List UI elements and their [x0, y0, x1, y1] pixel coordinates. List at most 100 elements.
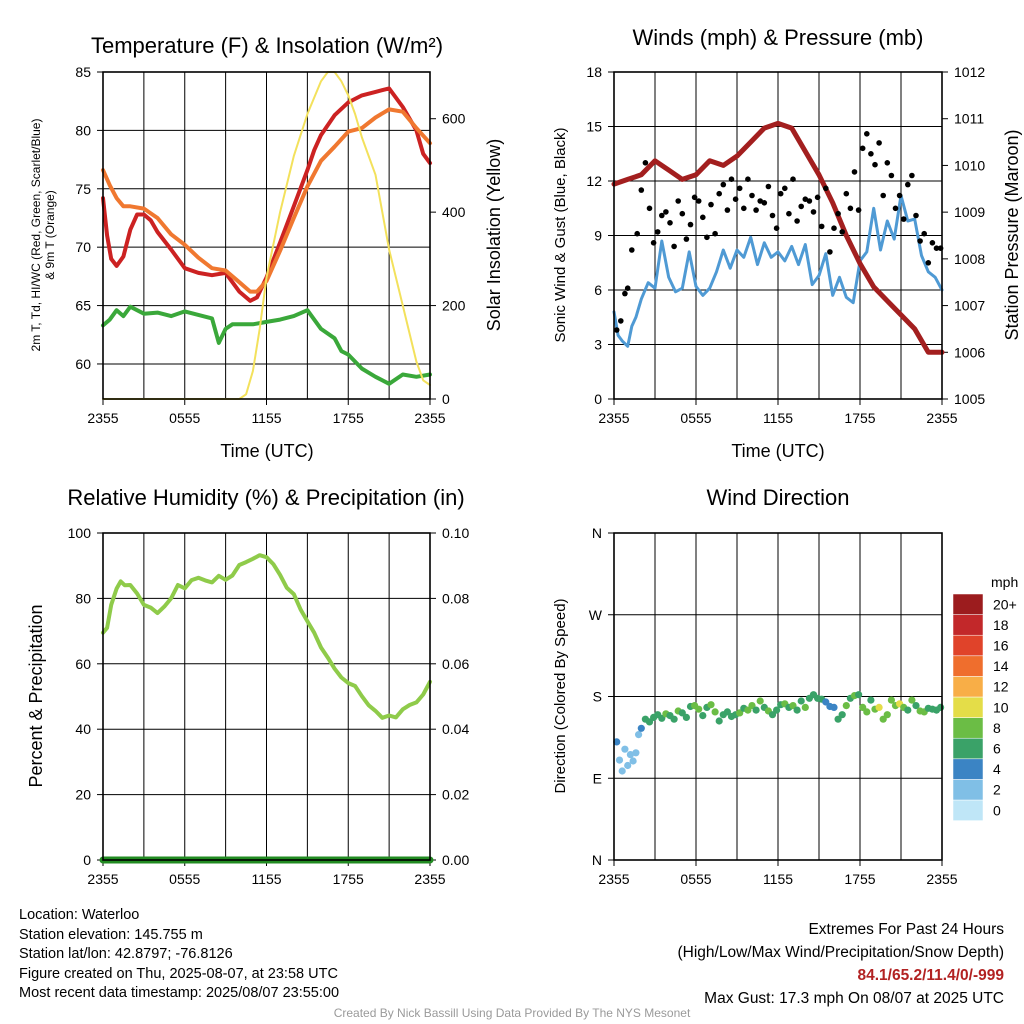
y-tick-label: 0 [594, 391, 602, 407]
data-point [638, 187, 645, 193]
temperature-panel: 60 65 70 75 80 85 2355 0555 1155 1755 2355 0 200 400 6… [29, 33, 504, 461]
y2-tick-label: 0.02 [442, 787, 469, 803]
series-line [101, 107, 432, 294]
data-point [769, 212, 776, 219]
x-tick-label: 1755 [333, 871, 364, 887]
data-point [777, 190, 784, 197]
data-point [883, 711, 891, 719]
y2-tick-label: 0.06 [442, 656, 469, 672]
data-point [708, 201, 714, 208]
data-point [716, 190, 722, 197]
data-point [635, 731, 643, 739]
data-point [838, 711, 846, 719]
data-point [712, 230, 718, 237]
y-tick-label: 100 [68, 525, 92, 541]
x-tick-label: 1155 [763, 871, 793, 887]
data-point [933, 245, 940, 251]
y-tick-label: 85 [75, 64, 91, 80]
data-point [761, 200, 768, 206]
y2-tick-label: 1011 [954, 111, 984, 127]
data-point [765, 183, 772, 190]
series-line [612, 194, 944, 348]
data-point [700, 214, 706, 221]
y-tick-label: S [593, 689, 602, 705]
data-point [707, 701, 715, 709]
plot-frame [613, 532, 943, 861]
data-point [642, 160, 649, 166]
colorbar-label: 12 [993, 679, 1009, 695]
y-tick-label: 80 [75, 122, 91, 138]
x-tick-label: 1755 [844, 410, 875, 426]
colorbar-swatch [952, 593, 984, 615]
plot-frame [102, 71, 431, 400]
y-tick-label: 70 [75, 239, 91, 255]
x-tick-label: 1755 [844, 871, 875, 887]
data-point [843, 190, 850, 197]
data-point [905, 181, 911, 188]
data-point [629, 757, 637, 765]
colorbar-label: 10 [993, 699, 1009, 715]
x-tick-label: 2355 [926, 410, 957, 426]
data-point [900, 216, 907, 222]
humidity-panel: 0 20 40 60 80 100 2355 0555 1155 1755 2355 0.00 0.02… [26, 485, 469, 887]
colorbar-label: 14 [993, 658, 1009, 674]
x-tick-label: 1155 [251, 871, 281, 887]
y-tick-label: 9 [594, 228, 602, 244]
data-point [687, 221, 694, 228]
data-point [724, 207, 731, 213]
latlon-text: Station lat/lon: 42.8797; -76.8126 [19, 946, 233, 962]
data-point [624, 761, 632, 770]
y2-tick-label: 200 [442, 298, 466, 314]
y2-tick-label: 1005 [954, 391, 985, 407]
x-tick-label: 1155 [763, 410, 793, 426]
data-point [728, 176, 735, 182]
data-point [622, 290, 628, 297]
x-tick-label: 1755 [333, 410, 364, 426]
y-axis-label: Percent & Precipitation [26, 604, 46, 787]
data-point [768, 711, 777, 719]
max-gust-text: Max Gust: 17.3 mph On 08/07 at 2025 UTC [704, 990, 1004, 1007]
data-point [790, 176, 796, 182]
data-point [912, 702, 920, 710]
data-point [798, 203, 804, 210]
data-point [752, 706, 760, 714]
data-point [847, 205, 854, 212]
data-point [839, 229, 845, 235]
data-point [691, 194, 698, 201]
y-tick-label: 20 [75, 787, 91, 803]
credit-text: Created By Nick Bassill Using Data Provi… [333, 1006, 691, 1020]
data-point [855, 691, 863, 699]
y-axis-label: 2m T, Td, HI/WC (Red, Green, Scarlet/Blu… [29, 119, 43, 352]
data-point [749, 192, 755, 199]
x-axis-label: Time (UTC) [220, 441, 313, 461]
recent-timestamp-text: Most recent data timestamp: 2025/08/07 2… [19, 985, 340, 1001]
data-point [867, 696, 875, 704]
y-tick-label: 65 [75, 298, 91, 314]
data-point [670, 715, 678, 723]
extremes-info: Extremes For Past 24 Hours (High/Low/Max… [678, 918, 1005, 1010]
series-line [101, 553, 432, 720]
x-axis-label: Time (UTC) [731, 441, 824, 461]
colorbar-label: 4 [993, 761, 1001, 777]
data-point [876, 140, 882, 146]
data-point [715, 717, 723, 725]
data-point [741, 205, 747, 212]
data-point [917, 238, 923, 244]
series-line [101, 304, 432, 386]
data-point [756, 697, 764, 705]
colorbar-label: 16 [993, 638, 1009, 654]
y-tick-label: 80 [75, 590, 91, 606]
data-point [626, 751, 635, 759]
data-point [859, 145, 866, 152]
y2-tick-label: 0.10 [442, 525, 469, 541]
x-tick-label: 2355 [414, 871, 445, 887]
data-point [618, 767, 626, 775]
data-point [835, 210, 841, 217]
x-tick-label: 0555 [169, 410, 200, 426]
data-point [637, 724, 645, 732]
data-point [621, 745, 629, 753]
data-point [814, 194, 821, 201]
y2-tick-label: 0.08 [442, 590, 469, 606]
data-point [880, 192, 886, 199]
